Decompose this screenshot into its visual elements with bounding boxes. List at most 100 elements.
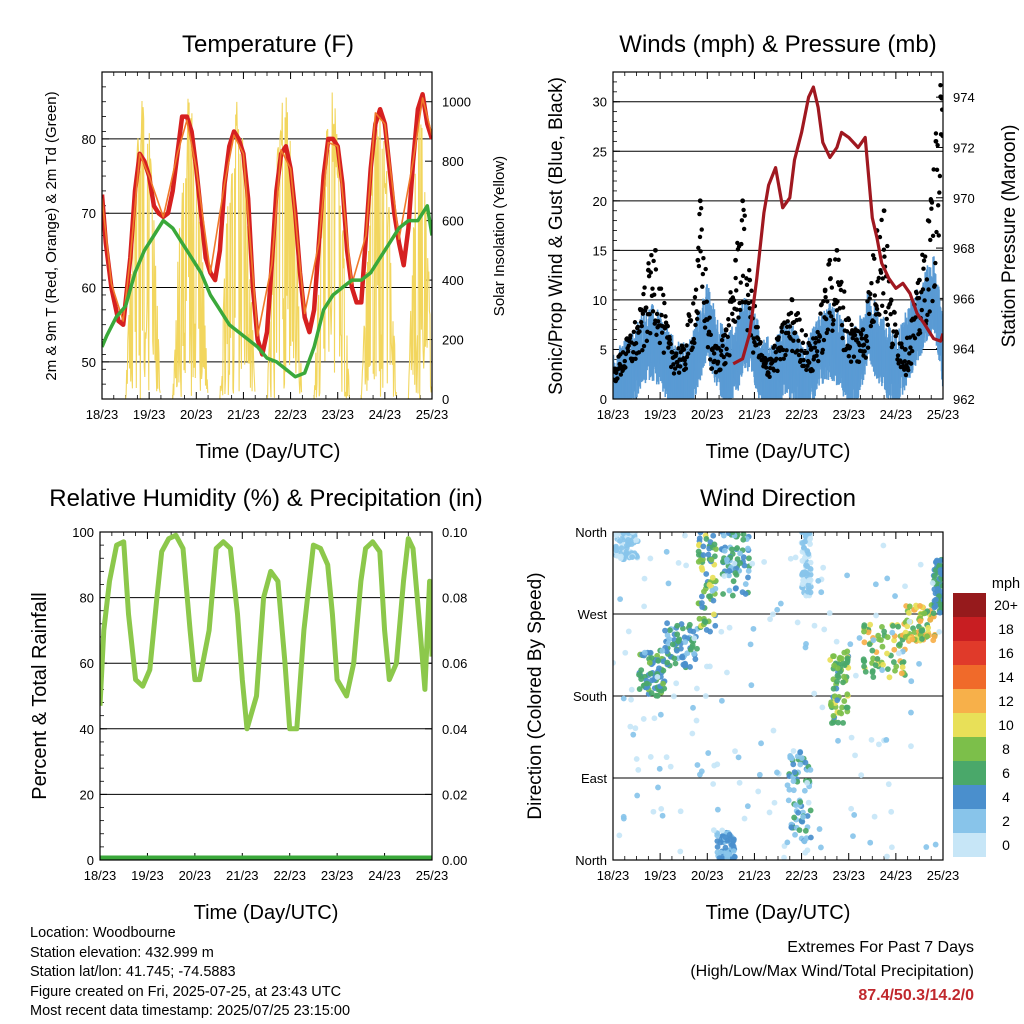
winds-ytick-label-left: 30 bbox=[593, 95, 607, 110]
colorbar-label: 0 bbox=[1002, 837, 1010, 853]
wind-direction-point bbox=[761, 559, 768, 565]
wind-gust-point bbox=[635, 324, 640, 330]
wind-gust-point bbox=[642, 285, 647, 290]
wind-direction-point bbox=[750, 625, 757, 632]
wind-gust-point bbox=[814, 349, 820, 354]
wind-direction-point bbox=[726, 851, 732, 858]
wind-direction-point bbox=[860, 656, 867, 663]
wind-direction-point bbox=[706, 593, 712, 600]
wind-direction-point bbox=[888, 844, 895, 851]
wind-gust-peak bbox=[653, 247, 658, 253]
wind-direction-point bbox=[818, 844, 824, 851]
direction-xtick-label: 22/23 bbox=[785, 868, 818, 883]
direction-xtick-label: 23/23 bbox=[832, 868, 865, 883]
wind-gust-point bbox=[784, 348, 789, 353]
wind-gust-point bbox=[833, 257, 838, 262]
wind-direction-point bbox=[705, 750, 712, 756]
wind-gust-point bbox=[933, 260, 938, 266]
wind-direction-point bbox=[939, 583, 943, 589]
temperature-xlabel: Time (Day/UTC) bbox=[196, 441, 341, 463]
winds-ytick-label-left: 0 bbox=[600, 392, 607, 407]
wind-gust-peak bbox=[740, 198, 746, 204]
wind-direction-point bbox=[803, 641, 809, 647]
wind-gust-point bbox=[894, 331, 900, 336]
solar-insolation-line bbox=[313, 92, 350, 399]
wind-gust-peak bbox=[933, 138, 939, 144]
colorbar-label: 2 bbox=[1002, 813, 1010, 829]
wind-direction-point bbox=[625, 537, 632, 543]
wind-gust-point bbox=[820, 347, 825, 353]
wind-gust-point bbox=[928, 237, 933, 243]
wind-gust-point bbox=[864, 333, 869, 339]
wind-gust-point bbox=[633, 356, 638, 362]
wind-gust-point bbox=[783, 352, 788, 358]
station-info: Location: Woodbourne Station elevation: … bbox=[30, 924, 350, 1022]
wind-gust-point bbox=[902, 359, 908, 364]
humidity-ytick-label-left: 100 bbox=[72, 525, 94, 540]
wind-gust-point bbox=[920, 287, 926, 292]
winds-ytick-label-left: 5 bbox=[600, 342, 607, 357]
wind-direction-point bbox=[692, 656, 699, 663]
wind-direction-point bbox=[892, 667, 898, 674]
wind-gust-point bbox=[661, 292, 666, 298]
wind-direction-point bbox=[710, 781, 717, 787]
wind-direction-point bbox=[655, 784, 661, 791]
colorbar-label: 6 bbox=[1002, 765, 1010, 781]
wind-gust-point bbox=[653, 267, 659, 272]
wind-direction-point bbox=[690, 704, 696, 711]
wind-gust-point bbox=[823, 316, 829, 322]
wind-gust-peak bbox=[902, 347, 908, 352]
direction-title: Wind Direction bbox=[700, 485, 856, 512]
wind-gust-point bbox=[657, 340, 663, 346]
wind-gust-point bbox=[829, 314, 834, 319]
wind-direction-point bbox=[848, 805, 855, 812]
wind-direction-point bbox=[923, 844, 930, 850]
wind-gust-point bbox=[724, 346, 729, 352]
wind-gust-point bbox=[705, 345, 711, 350]
wind-direction-point bbox=[689, 642, 696, 649]
wind-gust-point bbox=[692, 340, 697, 346]
wind-direction-point bbox=[861, 663, 867, 670]
wind-gust-point bbox=[865, 345, 871, 350]
wind-gust-point bbox=[862, 349, 867, 354]
wind-direction-point bbox=[801, 554, 808, 561]
wind-direction-point bbox=[919, 636, 925, 642]
wind-gust-point bbox=[937, 173, 943, 179]
wind-gust-point bbox=[840, 305, 846, 310]
wind-gust-point bbox=[723, 361, 728, 366]
wind-direction-point bbox=[792, 554, 799, 561]
wind-gust-point bbox=[861, 342, 867, 347]
wind-gust-point bbox=[908, 345, 913, 350]
wind-gust-point bbox=[864, 338, 870, 344]
winds-ytick-label-left: 25 bbox=[593, 144, 607, 159]
humidity-title: Relative Humidity (%) & Precipitation (i… bbox=[49, 485, 482, 512]
humidity-xtick-label: 23/23 bbox=[321, 868, 354, 883]
wind-direction-point bbox=[712, 585, 719, 592]
wind-direction-point bbox=[888, 808, 895, 815]
wind-direction-point bbox=[936, 628, 943, 635]
wind-gust-point bbox=[890, 342, 896, 347]
wind-gust-point bbox=[766, 370, 771, 376]
wind-direction-point bbox=[861, 628, 867, 635]
wind-direction-point bbox=[732, 748, 738, 755]
wind-direction-point bbox=[677, 808, 684, 815]
wind-direction-point bbox=[671, 655, 678, 662]
wind-direction-point bbox=[653, 692, 660, 699]
temperature-ytick-label-right: 600 bbox=[442, 214, 464, 229]
wind-gust-point bbox=[730, 311, 735, 317]
relative-humidity-line bbox=[100, 532, 432, 732]
wind-gust-point bbox=[688, 318, 694, 323]
wind-gust-point bbox=[693, 287, 699, 292]
wind-gust-point bbox=[796, 338, 801, 343]
wind-gust-point bbox=[742, 213, 747, 218]
wind-gust-point bbox=[682, 358, 687, 363]
wind-direction-point bbox=[710, 827, 717, 834]
wind-direction-point bbox=[865, 629, 872, 636]
wind-direction-point bbox=[777, 600, 784, 607]
humidity-xtick-label: 18/23 bbox=[84, 868, 117, 883]
wind-gust-point bbox=[927, 309, 932, 314]
humidity-ytick-label-left: 20 bbox=[80, 787, 94, 802]
wind-direction-point bbox=[890, 659, 897, 665]
wind-direction-point bbox=[721, 547, 728, 554]
wind-gust-point bbox=[874, 306, 880, 312]
